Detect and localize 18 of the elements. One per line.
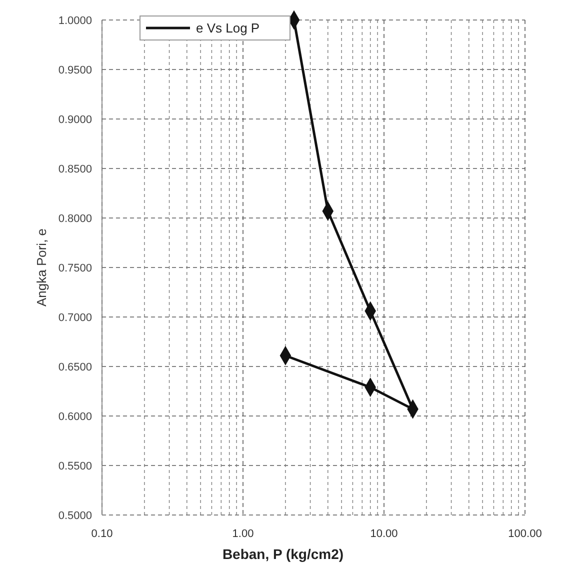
y-tick-label: 0.8500 (58, 163, 92, 176)
y-tick-label: 0.7000 (58, 312, 92, 324)
y-tick-label: 1.0000 (58, 14, 92, 27)
y-axis-title: Angka Pori, e (34, 228, 49, 307)
x-axis-title: Beban, P (kg/cm2) (222, 546, 344, 562)
y-tick-label: 0.9500 (58, 64, 92, 76)
y-tick-label: 0.9000 (58, 114, 92, 126)
legend-label: e Vs Log P (196, 20, 260, 36)
y-tick-label: 0.5000 (58, 510, 92, 522)
x-tick-label: 100.00 (508, 528, 542, 540)
y-tick-label: 0.6500 (58, 361, 92, 374)
y-tick-label: 0.5500 (58, 460, 92, 472)
y-tick-label: 0.6000 (58, 410, 92, 423)
x-tick-label: 0.10 (91, 528, 113, 540)
x-tick-label: 1.00 (232, 528, 254, 540)
y-tick-label: 0.8000 (58, 212, 92, 225)
x-tick-label: 10.00 (370, 528, 398, 540)
y-tick-label: 0.7500 (58, 262, 92, 274)
